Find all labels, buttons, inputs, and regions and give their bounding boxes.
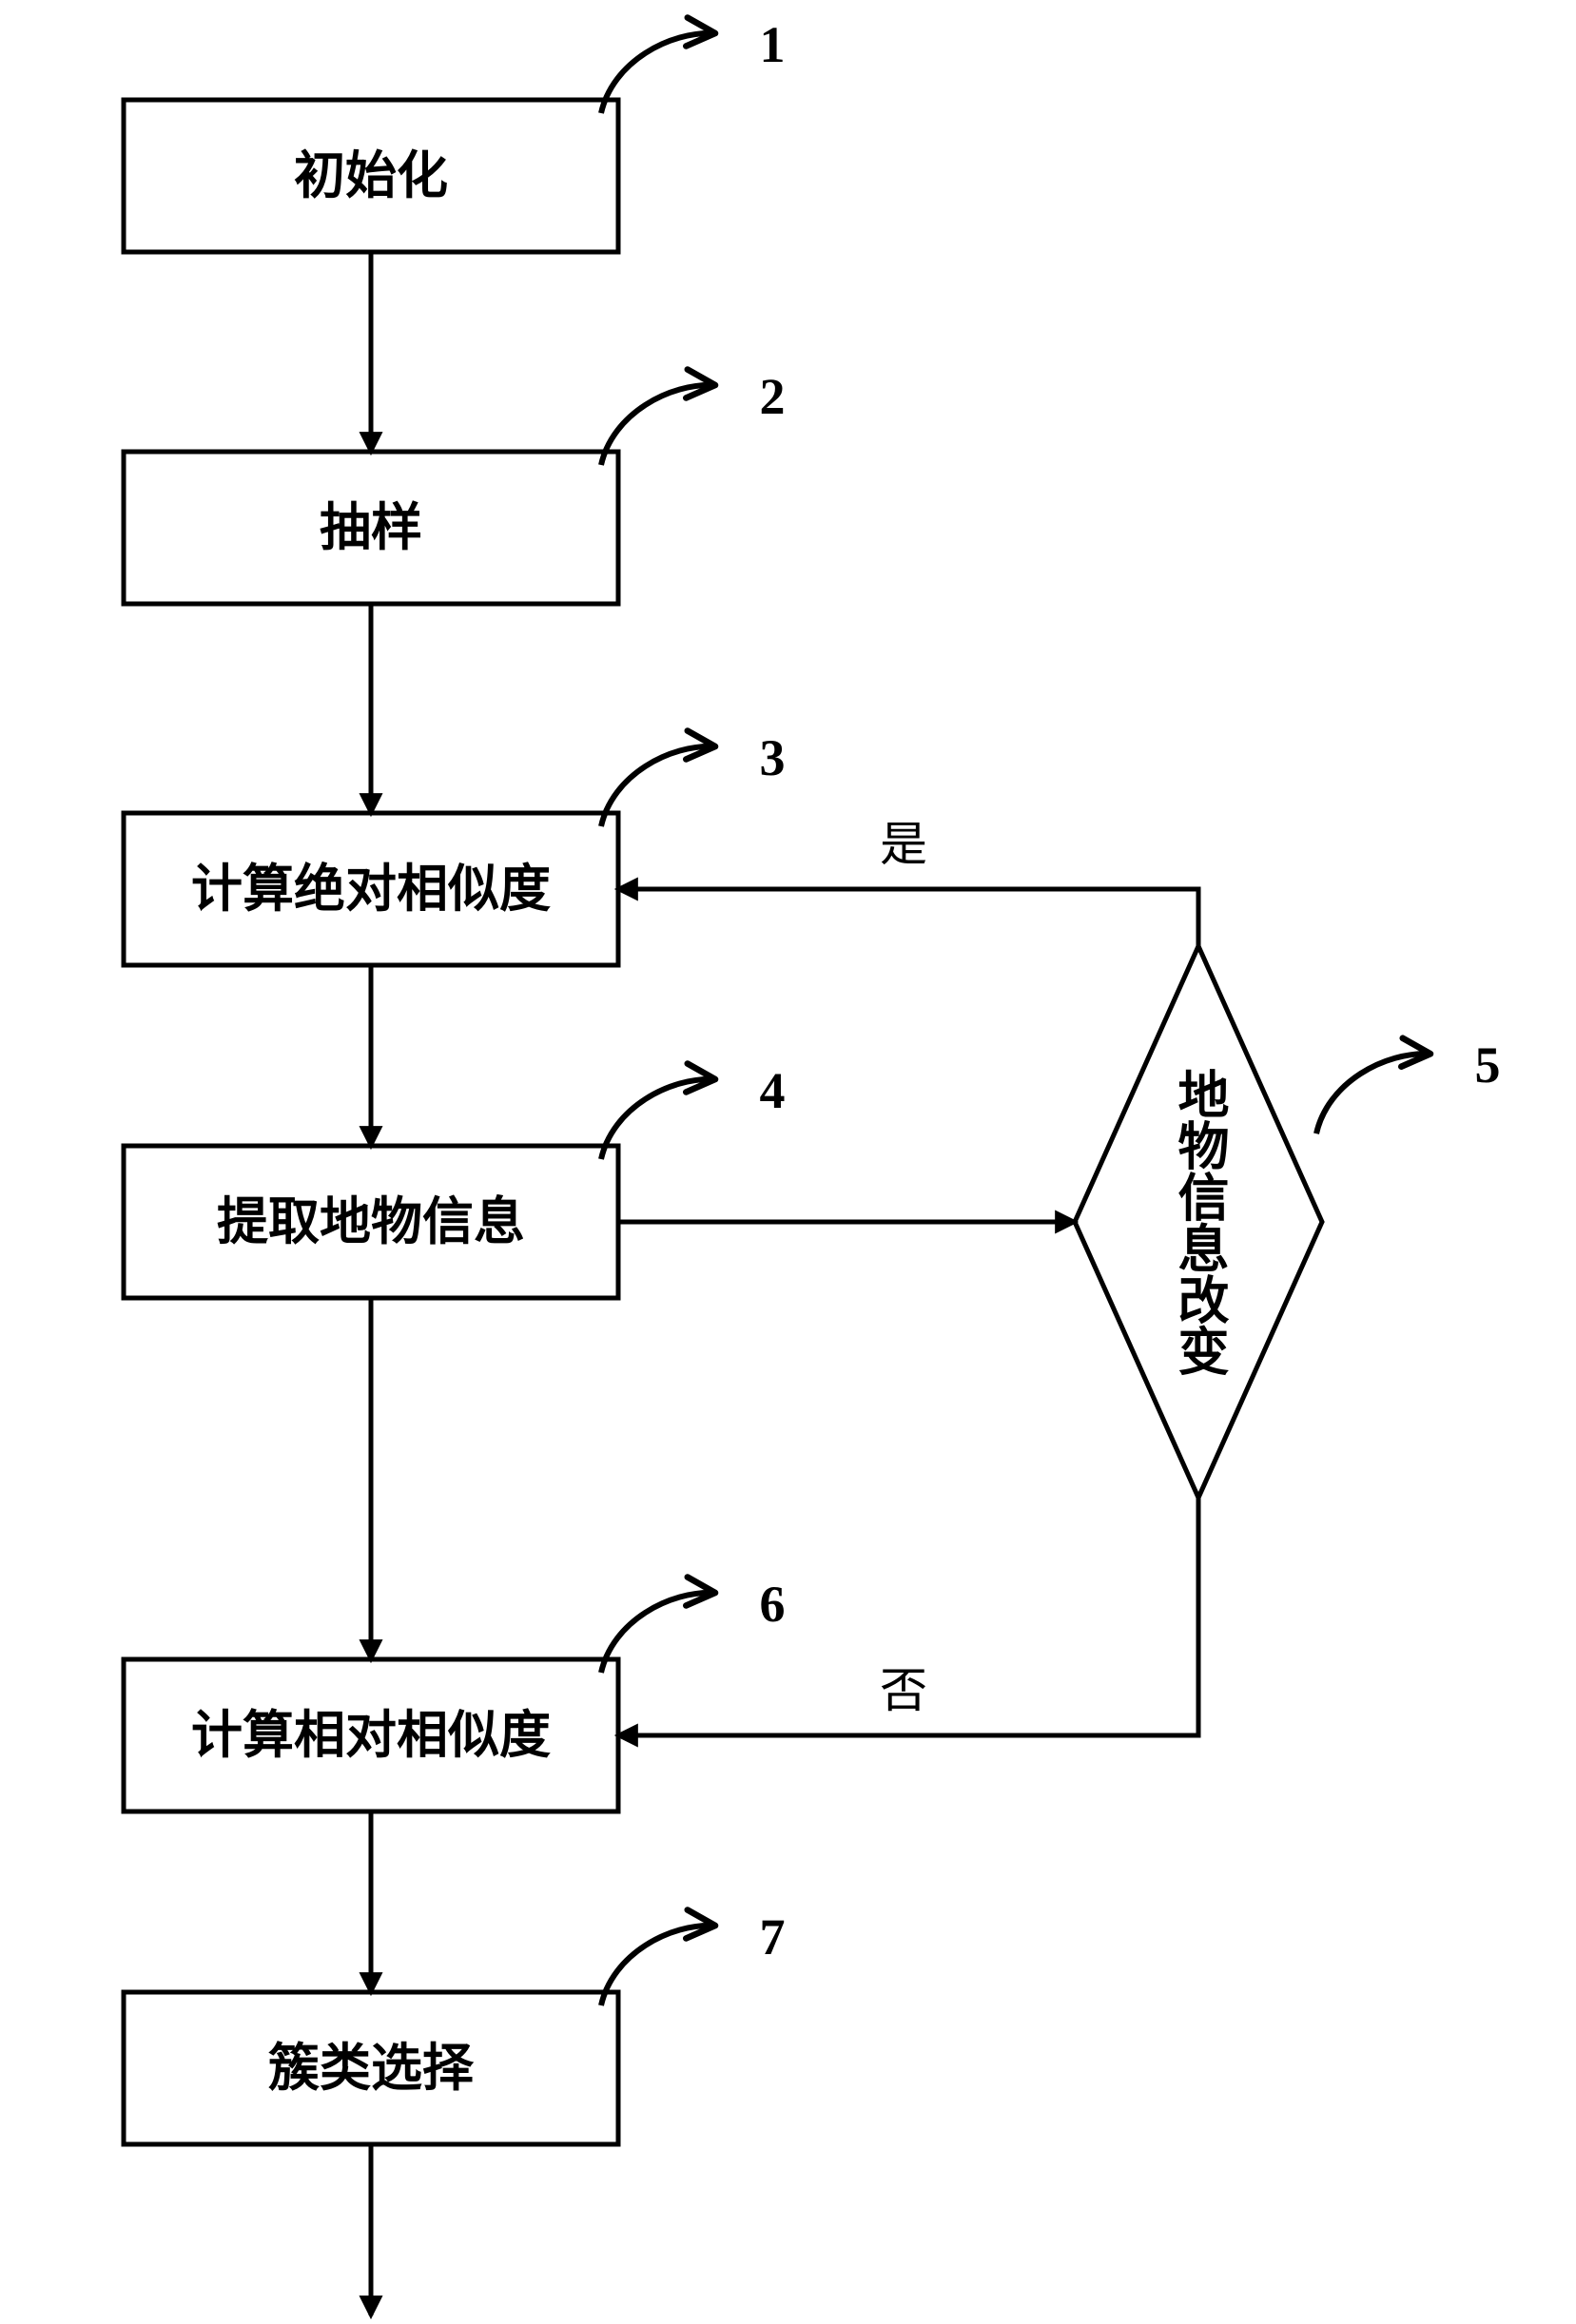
step-number-label: 1 — [760, 16, 786, 73]
process-box-label: 初始化 — [294, 147, 448, 204]
step-number-label: 6 — [760, 1576, 786, 1633]
step-number-label: 3 — [760, 729, 786, 786]
process-box-label: 提取地物信息 — [217, 1193, 525, 1250]
step-number-label: 4 — [760, 1062, 786, 1119]
edge-label-no: 否 — [880, 1664, 927, 1717]
process-box-label: 簇类选择 — [268, 2040, 475, 2097]
process-box-label: 抽样 — [320, 499, 422, 556]
process-box-label: 计算相对相似度 — [191, 1707, 551, 1764]
leader-arrow — [1316, 1054, 1430, 1133]
edge-yes — [618, 889, 1198, 946]
step-number-label: 7 — [760, 1908, 786, 1966]
process-box-label: 计算绝对相似度 — [191, 861, 551, 918]
edge-label-yes: 是 — [880, 818, 927, 871]
step-number-label: 2 — [760, 368, 786, 425]
flowchart-diagram: 初始化 1 抽样 2 计算绝对相似度 3 提取地物信息 4 计算相对相似度 6 簇类选择 7 地物信息改… — [0, 0, 1576, 2324]
step-number-label: 5 — [1475, 1036, 1501, 1094]
decision-diamond-label: 地物信息改变 — [1170, 1068, 1229, 1376]
